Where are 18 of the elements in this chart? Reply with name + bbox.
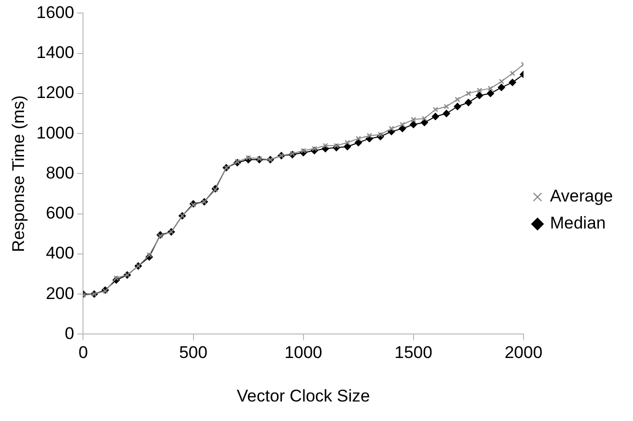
legend-label: Average bbox=[550, 186, 614, 206]
x-tick-label: 1500 bbox=[394, 343, 432, 362]
y-tick-label: 600 bbox=[46, 204, 74, 223]
y-tick-label: 800 bbox=[46, 163, 74, 182]
y-axis-title: Response Time (ms) bbox=[8, 95, 28, 252]
y-tick-label: 1600 bbox=[36, 2, 74, 22]
y-tick-label: 1400 bbox=[36, 43, 74, 62]
y-tick-label: 200 bbox=[46, 284, 74, 303]
x-tick-label: 500 bbox=[179, 343, 208, 362]
x-tick-label: 1000 bbox=[284, 343, 322, 362]
x-tick-label: 0 bbox=[78, 343, 88, 362]
y-tick-label: 400 bbox=[46, 244, 74, 263]
legend-label: Median bbox=[550, 214, 606, 233]
y-tick-label: 1000 bbox=[36, 123, 74, 142]
y-tick-label: 1200 bbox=[36, 83, 74, 102]
x-tick-label: 2000 bbox=[504, 343, 542, 362]
x-axis-title: Vector Clock Size bbox=[236, 386, 370, 406]
y-tick-label: 0 bbox=[64, 324, 74, 343]
